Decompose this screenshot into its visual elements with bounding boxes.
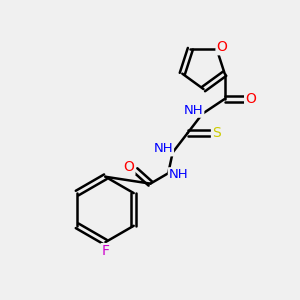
Text: O: O [217, 40, 227, 54]
Text: S: S [212, 126, 221, 140]
Text: O: O [124, 160, 134, 174]
Text: F: F [101, 244, 110, 258]
Text: NH: NH [153, 142, 173, 155]
Text: NH: NH [169, 168, 188, 181]
Text: NH: NH [184, 104, 203, 117]
Text: O: O [245, 92, 256, 106]
